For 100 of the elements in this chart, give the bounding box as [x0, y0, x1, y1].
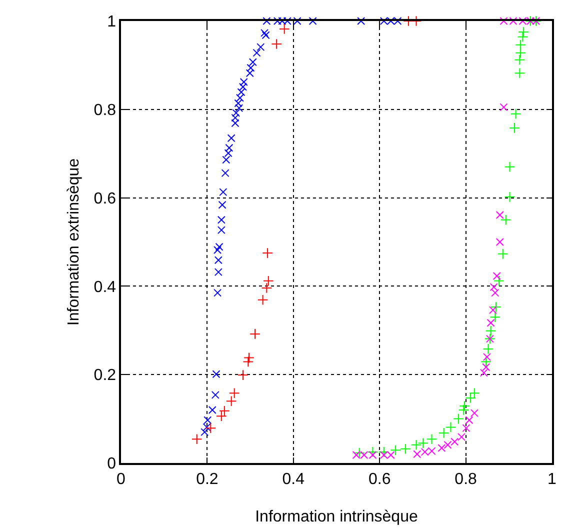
point: [237, 88, 246, 96]
point: [278, 24, 290, 34]
point: [500, 103, 508, 112]
y-tick-label: 0.2: [94, 367, 116, 384]
point: [208, 406, 216, 414]
point: [480, 356, 492, 368]
point: [204, 416, 212, 424]
point: [515, 39, 526, 50]
point: [438, 428, 450, 438]
point: [260, 28, 269, 37]
point: [457, 432, 466, 441]
point: [256, 43, 265, 52]
point: [490, 283, 498, 292]
point: [217, 226, 226, 234]
point: [224, 149, 232, 158]
point: [262, 31, 270, 40]
point: [490, 302, 502, 312]
y-tick-label: 1: [107, 14, 116, 31]
x-axis-title: Information intrinsèque: [255, 508, 418, 526]
point: [244, 352, 254, 364]
point: [232, 108, 240, 117]
point: [514, 54, 526, 66]
point: [515, 47, 526, 58]
point: [214, 288, 222, 297]
x-tick-label: 0.6: [368, 470, 391, 488]
point: [231, 114, 240, 122]
point: [504, 192, 516, 202]
y-tick-label: 0.6: [94, 190, 116, 208]
point: [354, 447, 365, 458]
point: [482, 363, 490, 372]
x-tick-label: 0.2: [196, 470, 218, 488]
point: [496, 211, 504, 220]
point: [418, 438, 429, 449]
point: [485, 325, 496, 336]
point: [216, 410, 227, 422]
point: [500, 214, 512, 226]
point: [271, 38, 282, 50]
point: [261, 282, 272, 294]
point: [214, 246, 222, 254]
point: [462, 424, 470, 432]
point: [514, 68, 526, 79]
point: [263, 276, 274, 286]
point: [494, 276, 504, 286]
y-tick-label: 0.4: [94, 278, 116, 296]
point: [504, 161, 516, 172]
point: [252, 48, 261, 57]
point: [517, 32, 528, 42]
point: [250, 328, 260, 340]
point: [242, 356, 254, 368]
point: [262, 17, 271, 25]
point: [218, 200, 226, 209]
point: [491, 288, 500, 297]
point: [191, 434, 202, 445]
point: [214, 268, 222, 276]
point: [215, 242, 224, 251]
x-tick-label: 1: [548, 470, 557, 488]
point: [510, 108, 522, 120]
point: [246, 69, 254, 78]
point: [308, 17, 317, 25]
y-tick-label: 0.8: [94, 102, 116, 119]
point: [465, 416, 474, 424]
point: [200, 428, 209, 436]
point: [211, 390, 220, 399]
point: [231, 119, 240, 128]
point: [202, 423, 211, 432]
point: [465, 392, 476, 404]
point: [246, 64, 255, 72]
point: [518, 26, 529, 38]
point: [492, 272, 501, 280]
point: [262, 248, 273, 258]
point: [235, 104, 244, 112]
y-axis-title: Information extrinsèque: [66, 158, 82, 326]
point: [238, 370, 248, 380]
point: [212, 370, 220, 378]
point: [445, 422, 456, 433]
point: [234, 99, 242, 108]
point: [228, 388, 240, 399]
point: [221, 169, 230, 178]
point: [490, 312, 501, 323]
point: [217, 216, 226, 224]
point: [236, 94, 244, 102]
point: [410, 439, 422, 450]
point: [222, 156, 230, 164]
point: [240, 78, 248, 86]
point: [226, 396, 237, 407]
point: [459, 400, 470, 412]
point: [453, 413, 464, 424]
point: [227, 134, 236, 142]
y-tick-label: 0: [107, 456, 116, 473]
point: [496, 238, 504, 246]
x-tick-label: 0.8: [454, 470, 478, 488]
point: [509, 122, 520, 134]
point: [219, 188, 228, 196]
point: [482, 344, 494, 354]
point: [469, 388, 480, 399]
point: [390, 444, 401, 456]
x-tick-label: 0.4: [282, 470, 305, 488]
point: [486, 318, 495, 327]
point: [444, 440, 452, 449]
point: [480, 368, 488, 377]
